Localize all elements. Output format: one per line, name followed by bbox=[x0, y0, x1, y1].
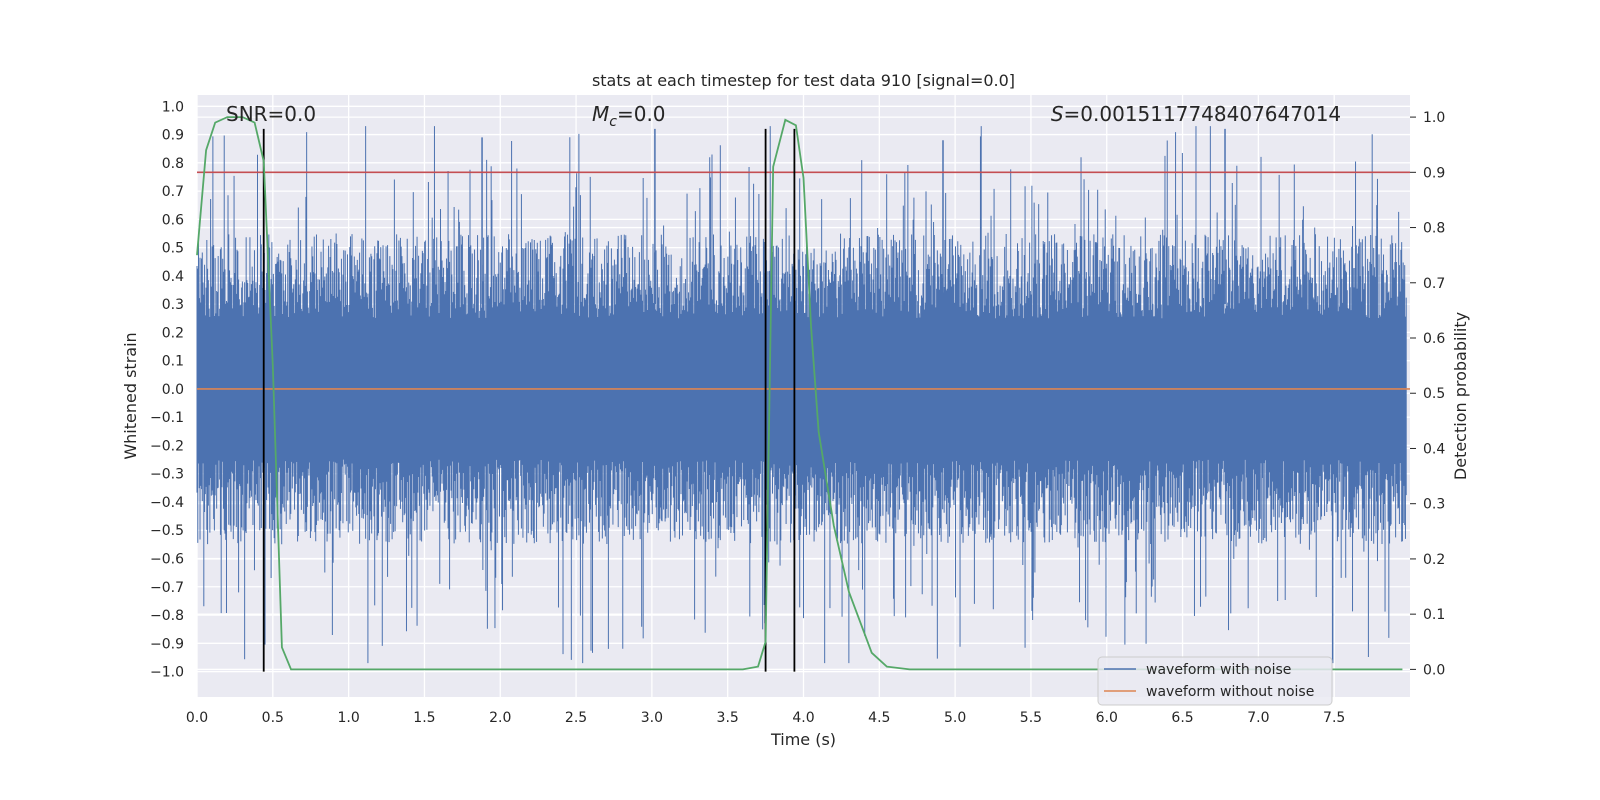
s-annotation: S=0.0015117748407647014 bbox=[1051, 102, 1341, 126]
y2-tick-label: 0.1 bbox=[1423, 607, 1445, 623]
y-tick-label: 0.2 bbox=[162, 325, 184, 341]
legend-label-waveform-without-noise: waveform without noise bbox=[1146, 684, 1314, 700]
x-tick-label: 5.5 bbox=[1020, 710, 1042, 726]
x-tick-label: 3.0 bbox=[641, 710, 663, 726]
y-tick-label: 0.5 bbox=[162, 241, 184, 257]
y-tick-label: −0.6 bbox=[150, 552, 184, 568]
x-tick-label: 0.5 bbox=[262, 710, 284, 726]
y2-tick-label: 0.0 bbox=[1423, 662, 1445, 678]
x-tick-label: 2.0 bbox=[489, 710, 511, 726]
chirp-mass-symbol: M bbox=[592, 102, 609, 126]
y-tick-label: 0.6 bbox=[162, 212, 184, 228]
y2-tick-label: 0.9 bbox=[1423, 165, 1445, 181]
y-tick-label: −0.5 bbox=[150, 523, 184, 539]
x-tick-label: 5.0 bbox=[944, 710, 966, 726]
y-tick-label: −0.7 bbox=[150, 580, 184, 596]
legend-box bbox=[1097, 656, 1333, 706]
y-tick-label: −0.3 bbox=[150, 467, 184, 483]
y-tick-label: −0.4 bbox=[150, 495, 184, 511]
y-tick-label: 0.4 bbox=[162, 269, 184, 285]
y2-tick-label: 0.5 bbox=[1423, 386, 1445, 402]
y-tick-label: 1.0 bbox=[162, 99, 184, 115]
detection-probability-series bbox=[196, 116, 1403, 671]
chirp-mass-annotation: Mc=0.0 bbox=[592, 102, 666, 130]
y-tick-label: −0.8 bbox=[150, 608, 184, 624]
x-tick-label: 7.5 bbox=[1323, 710, 1345, 726]
y2-tick-label: 0.6 bbox=[1423, 331, 1445, 347]
x-tick-label: 6.0 bbox=[1096, 710, 1118, 726]
x-axis-label: Time (s) bbox=[770, 730, 836, 749]
x-tick-label: 1.0 bbox=[337, 710, 359, 726]
x-tick-label: 0.0 bbox=[186, 710, 208, 726]
x-tick-label: 2.5 bbox=[565, 710, 587, 726]
y-tick-label: −1.0 bbox=[150, 665, 184, 681]
x-axis-ticks: 0.0 0.5 1.0 1.5 2.0 2.5 3.0 3.5 4.0 4.5 5.0 5.5 6.0 6… bbox=[186, 710, 1345, 726]
chirp-mass-value: =0.0 bbox=[617, 102, 666, 126]
x-tick-label: 6.5 bbox=[1171, 710, 1193, 726]
y2-tick-label: 0.4 bbox=[1423, 441, 1445, 457]
y-tick-label: −0.2 bbox=[150, 438, 184, 454]
y2-axis-ticks: 1.0 0.9 0.8 0.7 0.6 0.5 0.4 0.3 0.2 0.1 0.0 bbox=[1410, 110, 1445, 678]
y-tick-label: 0.0 bbox=[162, 382, 184, 398]
y-tick-label: 0.9 bbox=[162, 128, 184, 144]
vertical-marker-lines bbox=[262, 128, 796, 672]
y-axis-ticks: 1.0 0.9 0.8 0.7 0.6 0.5 0.4 0.3 0.2 0.1 0.0 −0.1 −0.… bbox=[150, 99, 184, 680]
y-tick-label: −0.9 bbox=[150, 636, 184, 652]
y2-tick-label: 1.0 bbox=[1423, 110, 1445, 126]
detection-probability-line bbox=[196, 116, 1403, 671]
y2-tick-label: 0.7 bbox=[1423, 276, 1445, 292]
y2-axis-label: Detection probability bbox=[1451, 312, 1470, 480]
x-tick-label: 4.0 bbox=[792, 710, 814, 726]
y-axis-label: Whitened strain bbox=[121, 332, 140, 459]
waveform-with-noise-series bbox=[196, 126, 1407, 664]
y-tick-label: 0.8 bbox=[162, 156, 184, 172]
chart-title: stats at each timestep for test data 910… bbox=[592, 71, 1015, 90]
s-value: =0.0015117748407647014 bbox=[1064, 102, 1342, 126]
legend-label-waveform-with-noise: waveform with noise bbox=[1146, 662, 1291, 678]
y2-tick-label: 0.8 bbox=[1423, 221, 1445, 237]
legend: waveform with noise waveform without noi… bbox=[1097, 656, 1333, 706]
y-tick-label: 0.1 bbox=[162, 354, 184, 370]
x-tick-label: 7.0 bbox=[1247, 710, 1269, 726]
s-symbol: S bbox=[1051, 102, 1064, 126]
waveform-with-noise-line bbox=[196, 126, 1407, 664]
x-tick-label: 3.5 bbox=[717, 710, 739, 726]
y2-tick-label: 0.2 bbox=[1423, 552, 1445, 568]
y-tick-label: 0.3 bbox=[162, 297, 184, 313]
y-tick-label: 0.7 bbox=[162, 184, 184, 200]
chirp-mass-subscript: c bbox=[609, 114, 617, 130]
y-tick-label: −0.1 bbox=[150, 410, 184, 426]
snr-annotation: SNR=0.0 bbox=[226, 102, 316, 126]
x-tick-label: 4.5 bbox=[868, 710, 890, 726]
y2-tick-label: 0.3 bbox=[1423, 497, 1445, 513]
x-tick-label: 1.5 bbox=[413, 710, 435, 726]
